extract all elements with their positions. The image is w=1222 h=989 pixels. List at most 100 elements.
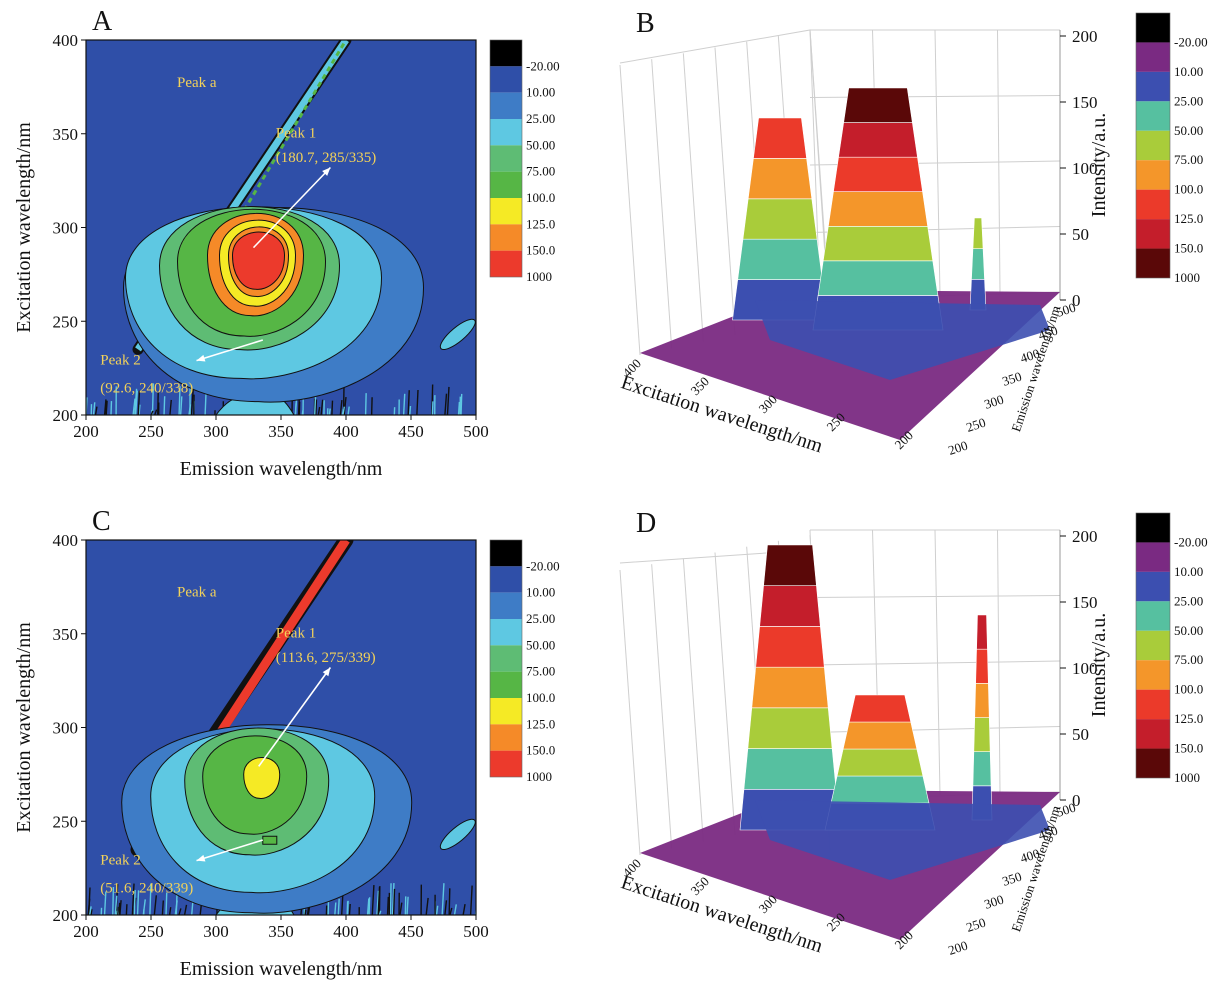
y-axis-label: Excitation wavelength/nm — [13, 122, 35, 333]
colorbar-swatch — [490, 93, 522, 119]
y-tick-label: 300 — [53, 719, 79, 738]
x-tick-label: 400 — [333, 422, 359, 441]
colorbar-label: 1000 — [526, 769, 552, 784]
grid-line — [998, 30, 1001, 293]
edge-spike — [972, 615, 992, 820]
colorbar-label: 150.0 — [526, 743, 555, 758]
colorbar-label: 10.00 — [1174, 64, 1203, 79]
x-tick-label: 450 — [398, 422, 424, 441]
surface-band — [738, 239, 823, 279]
noise-mark — [162, 901, 163, 915]
colorbar-swatch — [490, 566, 522, 592]
grid-line — [620, 65, 640, 355]
surface-band — [976, 649, 989, 683]
colorbar-label: -20.00 — [526, 558, 560, 573]
noise-mark — [329, 409, 330, 415]
colorbar-label: 25.00 — [526, 611, 555, 626]
colorbar-swatch — [490, 198, 522, 224]
x-tick-label: 450 — [398, 922, 424, 941]
colorbar-label: 50.00 — [526, 137, 555, 152]
em-tick-label: 300 — [982, 892, 1005, 912]
grid-line — [998, 530, 1001, 793]
colorbar-label: 25.00 — [1174, 593, 1203, 608]
surface-band — [849, 695, 911, 722]
z-tick-label: 150 — [1072, 593, 1098, 612]
peak-2-name: Peak 2 — [100, 352, 140, 368]
noise-mark — [126, 904, 127, 915]
z-tick-label: 200 — [1072, 27, 1098, 46]
noise-mark — [394, 889, 395, 915]
surface-plot-d: D050100150200Intensity/a.u.4003503002502… — [600, 500, 1222, 984]
surface-band — [973, 752, 991, 786]
y-tick-label: 400 — [53, 531, 79, 550]
noise-mark — [295, 403, 296, 415]
noise-mark — [164, 396, 165, 415]
surface-band — [973, 218, 983, 249]
colorbar-label: 1000 — [1174, 770, 1200, 785]
noise-mark — [366, 393, 367, 415]
noise-mark — [305, 910, 306, 915]
grid-line — [715, 553, 735, 836]
colorbar-label: 1000 — [526, 269, 552, 284]
z-tick-label: 50 — [1072, 225, 1089, 244]
colorbar-swatch — [490, 40, 522, 66]
peak-2-label: (92.6, 240/338) — [100, 381, 193, 397]
colorbar-label: 10.00 — [1174, 564, 1203, 579]
surface-band — [760, 586, 821, 627]
colorbar-label: 25.00 — [526, 111, 555, 126]
colorbar-label: 75.00 — [1174, 152, 1203, 167]
colorbar-label: -20.00 — [1174, 534, 1208, 549]
surface-band — [828, 192, 927, 227]
colorbar-label: 50.00 — [1174, 123, 1203, 138]
grid-line — [810, 596, 1060, 598]
colorbar-swatch — [490, 619, 522, 645]
colorbar-swatch — [1136, 513, 1170, 542]
colorbar-2d: -20.0010.0025.0050.0075.00100.0125.0150.… — [490, 40, 560, 284]
peak-1-label: (180.7, 285/335) — [276, 150, 376, 166]
scatter-ridge — [733, 118, 828, 320]
surface-band — [974, 718, 990, 752]
noise-mark — [390, 883, 391, 915]
colorbar-label: 10.00 — [526, 585, 555, 600]
surface-band — [975, 683, 990, 717]
colorbar-3d: -20.0010.0025.0050.0075.00100.0125.0150.… — [1136, 513, 1208, 785]
colorbar-label: 75.00 — [526, 664, 555, 679]
colorbar-swatch — [1136, 601, 1170, 630]
colorbar-swatch — [1136, 249, 1170, 278]
colorbar-swatch — [1136, 131, 1170, 160]
colorbar-swatch — [1136, 42, 1170, 71]
colorbar-label: 50.00 — [1174, 623, 1203, 638]
surface-band — [831, 776, 929, 803]
y-tick-label: 250 — [53, 812, 79, 831]
surface-band — [837, 749, 923, 776]
surface-band — [977, 615, 988, 649]
colorbar-label: 125.0 — [1174, 711, 1203, 726]
colorbar-swatch — [1136, 572, 1170, 601]
surface-band — [748, 158, 812, 198]
colorbar-swatch — [490, 172, 522, 198]
colorbar-label: 125.0 — [1174, 211, 1203, 226]
colorbar-swatch — [1136, 690, 1170, 719]
colorbar-swatch — [1136, 749, 1170, 778]
colorbar-label: 100.0 — [1174, 182, 1203, 197]
x-axis-label: Emission wavelength/nm — [180, 458, 383, 480]
surface-band — [753, 118, 806, 158]
x-tick-label: 400 — [333, 922, 359, 941]
noise-mark — [407, 897, 408, 915]
colorbar-label: 150.0 — [1174, 241, 1203, 256]
peak-2-name: Peak 2 — [100, 852, 140, 868]
y-tick-label: 300 — [53, 219, 79, 238]
colorbar-swatch — [490, 751, 522, 777]
surface-band — [833, 157, 922, 192]
noise-mark — [332, 401, 333, 415]
colorbar-swatch — [490, 724, 522, 750]
contour-field — [86, 40, 479, 415]
colorbar-swatch — [490, 698, 522, 724]
noise-mark — [335, 903, 336, 915]
scatter-ridge — [740, 545, 840, 830]
grid-line — [652, 59, 672, 348]
x-tick-label: 250 — [138, 422, 164, 441]
